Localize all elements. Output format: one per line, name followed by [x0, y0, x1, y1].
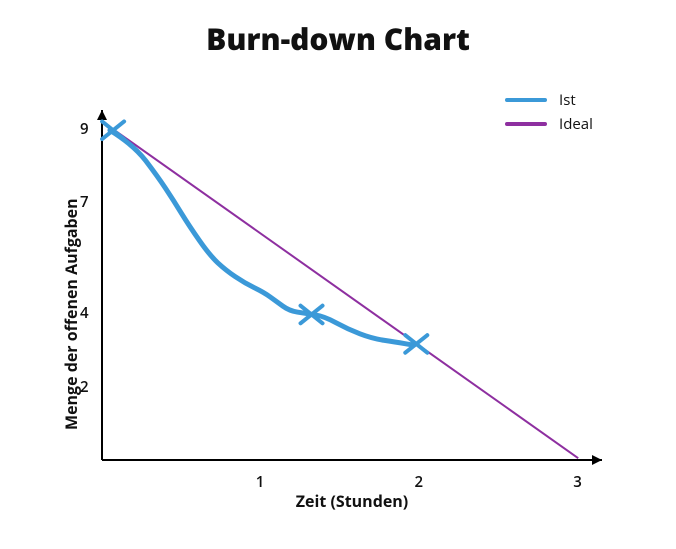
y-axis-label: Menge der offenen Aufgaben: [60, 198, 82, 430]
legend-swatch: [505, 122, 547, 126]
x-tick-label: 2: [414, 472, 423, 492]
x-tick-label: 1: [256, 472, 265, 492]
legend-swatch: [505, 98, 547, 102]
burn-down-chart: Burn-down Chart Menge der offenen Aufgab…: [0, 0, 676, 549]
y-tick-label: 2: [80, 377, 89, 397]
legend-item-ideal: Ideal: [505, 114, 593, 134]
y-tick-label: 9: [80, 119, 89, 139]
x-axis-label: Zeit (Stunden): [252, 490, 452, 512]
ideal-line: [115, 130, 578, 458]
y-tick-label: 7: [80, 192, 89, 212]
legend-item-ist: Ist: [505, 90, 576, 110]
x-tick-label: 3: [573, 472, 582, 492]
legend-label: Ideal: [559, 114, 593, 134]
ist-marker: [102, 121, 124, 139]
y-tick-label: 4: [80, 303, 89, 323]
chart-canvas: [0, 0, 676, 549]
ist-line: [110, 130, 413, 345]
legend-label: Ist: [559, 90, 576, 110]
